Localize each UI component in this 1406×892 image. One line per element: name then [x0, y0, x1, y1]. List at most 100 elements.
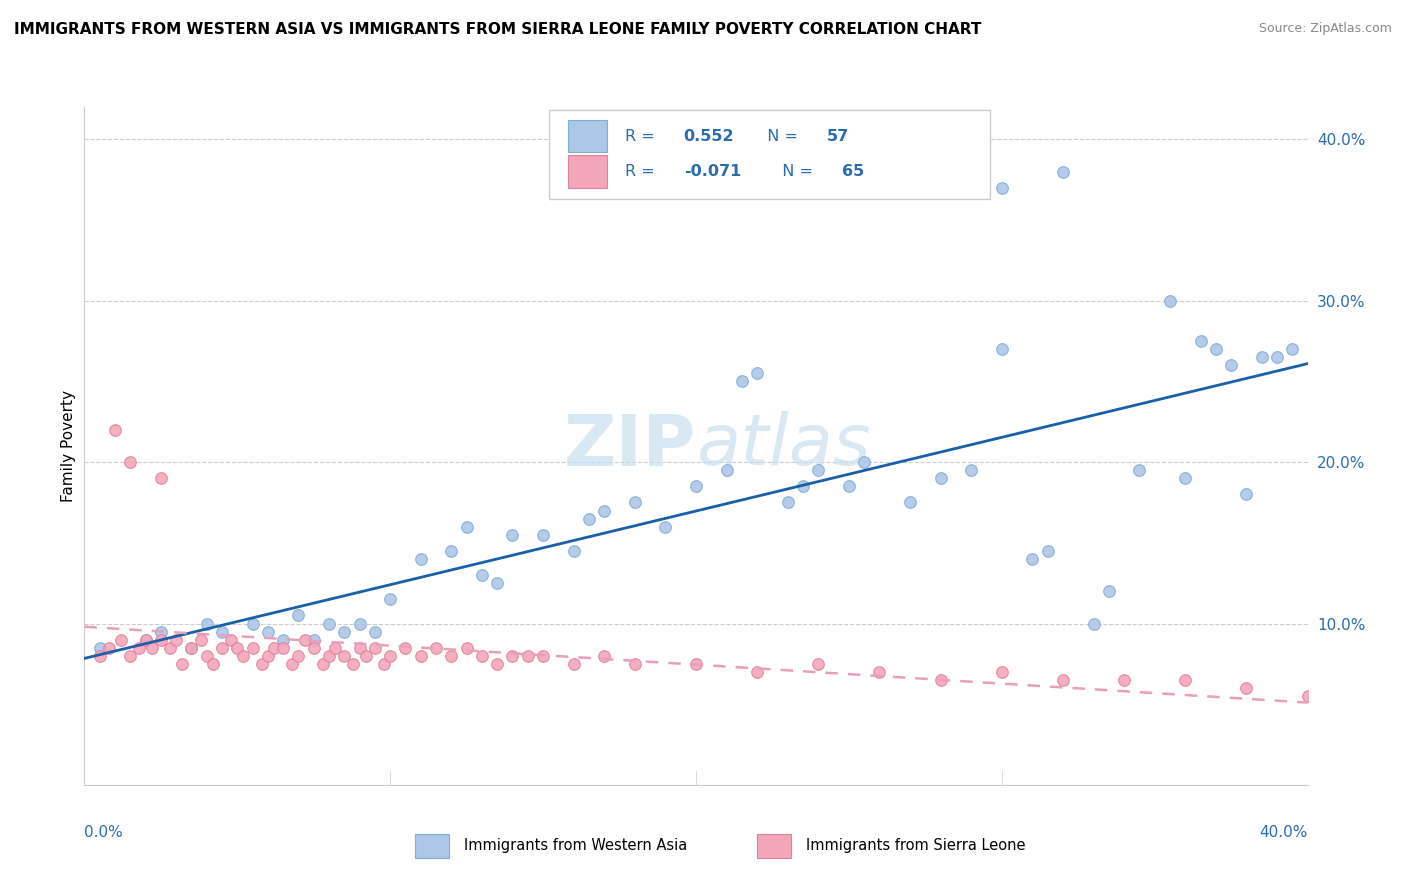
Point — [409, 648, 432, 663]
Point — [97, 640, 120, 655]
Point — [349, 616, 371, 631]
Point — [929, 471, 952, 485]
Point — [1236, 681, 1258, 695]
Point — [471, 568, 494, 582]
Point — [271, 632, 294, 647]
Text: N =: N = — [758, 128, 803, 144]
Point — [333, 648, 356, 663]
Point — [1205, 342, 1227, 356]
Point — [1098, 584, 1121, 599]
Point — [747, 367, 769, 381]
Point — [89, 640, 111, 655]
Text: 65: 65 — [842, 164, 863, 179]
Point — [349, 640, 371, 655]
Point — [135, 632, 157, 647]
Point — [120, 648, 142, 663]
Point — [149, 471, 172, 485]
Point — [89, 648, 111, 663]
Point — [165, 632, 187, 647]
Point — [1189, 334, 1212, 348]
Point — [135, 632, 157, 647]
Point — [211, 624, 233, 639]
Point — [380, 648, 402, 663]
Point — [502, 528, 524, 542]
Point — [1220, 359, 1243, 373]
Point — [562, 657, 585, 671]
Point — [1174, 471, 1197, 485]
Point — [1021, 552, 1043, 566]
Point — [502, 648, 524, 663]
Point — [373, 657, 395, 671]
Point — [242, 616, 264, 631]
Point — [991, 180, 1014, 194]
Point — [380, 592, 402, 607]
Point — [1036, 544, 1059, 558]
Point — [807, 463, 830, 477]
Point — [562, 544, 585, 558]
Point — [1250, 350, 1272, 364]
Point — [1052, 673, 1074, 687]
Point — [486, 576, 509, 591]
Point — [211, 640, 233, 655]
Point — [333, 624, 356, 639]
Point — [838, 479, 860, 493]
Point — [593, 503, 616, 517]
Point — [287, 608, 309, 623]
Point — [440, 648, 463, 663]
Point — [898, 495, 921, 509]
Point — [263, 640, 285, 655]
Text: 57: 57 — [827, 128, 849, 144]
FancyBboxPatch shape — [550, 111, 990, 199]
Point — [425, 640, 447, 655]
Point — [271, 640, 294, 655]
Point — [323, 640, 346, 655]
Point — [180, 640, 202, 655]
Text: N =: N = — [772, 164, 818, 179]
Point — [318, 648, 340, 663]
Point — [792, 479, 814, 493]
Point — [172, 657, 194, 671]
Point — [624, 495, 647, 509]
Point — [531, 648, 554, 663]
Point — [364, 640, 387, 655]
Point — [1159, 293, 1181, 308]
Point — [578, 511, 600, 525]
Point — [1174, 673, 1197, 687]
Text: 0.552: 0.552 — [683, 128, 734, 144]
Point — [141, 640, 163, 655]
Point — [242, 640, 264, 655]
Point — [394, 640, 416, 655]
Point — [232, 648, 254, 663]
Text: 0.0%: 0.0% — [84, 825, 124, 840]
Point — [201, 657, 224, 671]
Point — [1265, 350, 1288, 364]
Point — [257, 648, 280, 663]
Point — [250, 657, 273, 671]
FancyBboxPatch shape — [568, 120, 606, 153]
Point — [1114, 673, 1136, 687]
Point — [486, 657, 509, 671]
Text: R =: R = — [626, 164, 659, 179]
Point — [120, 455, 142, 469]
Point — [180, 640, 202, 655]
Point — [149, 632, 172, 647]
Text: Immigrants from Sierra Leone: Immigrants from Sierra Leone — [806, 838, 1025, 854]
Text: ZIP: ZIP — [564, 411, 696, 481]
Text: IMMIGRANTS FROM WESTERN ASIA VS IMMIGRANTS FROM SIERRA LEONE FAMILY POVERTY CORR: IMMIGRANTS FROM WESTERN ASIA VS IMMIGRAN… — [14, 22, 981, 37]
Point — [354, 648, 377, 663]
Point — [456, 519, 478, 533]
Point — [226, 640, 249, 655]
Point — [853, 455, 876, 469]
Point — [516, 648, 538, 663]
Point — [190, 632, 212, 647]
Point — [716, 463, 738, 477]
Point — [807, 657, 830, 671]
Point — [281, 657, 304, 671]
Point — [1236, 487, 1258, 501]
Point — [159, 640, 181, 655]
Point — [287, 648, 309, 663]
Point — [149, 624, 172, 639]
Point — [294, 632, 316, 647]
Point — [960, 463, 983, 477]
Point — [312, 657, 335, 671]
